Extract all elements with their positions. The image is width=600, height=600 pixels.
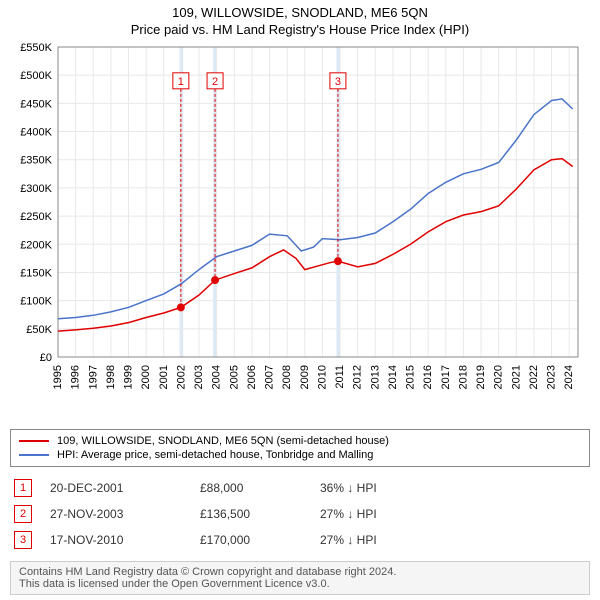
svg-text:£550K: £550K: [20, 43, 52, 54]
svg-text:2010: 2010: [316, 365, 328, 389]
svg-text:1995: 1995: [52, 365, 64, 389]
svg-text:£0: £0: [40, 352, 52, 364]
legend-label: HPI: Average price, semi-detached house,…: [57, 449, 373, 461]
svg-text:2019: 2019: [475, 365, 487, 389]
svg-text:2021: 2021: [510, 365, 522, 389]
svg-text:2002: 2002: [175, 365, 187, 389]
price-chart: £0 £50K £100K £150K £200K £250K £300K £350K £400…: [10, 43, 590, 423]
events-table: 1 20-DEC-2001£88,00036% ↓ HPI 2 27-NOV-2003…: [10, 475, 590, 553]
svg-text:£250K: £250K: [20, 211, 52, 223]
chart-title-subtitle: Price paid vs. HM Land Registry's House …: [10, 22, 590, 37]
event-row: 1 20-DEC-2001£88,00036% ↓ HPI: [10, 475, 590, 501]
svg-text:2001: 2001: [158, 365, 170, 389]
svg-text:2014: 2014: [387, 365, 399, 389]
svg-text:2024: 2024: [563, 365, 575, 389]
svg-text:2008: 2008: [281, 365, 293, 389]
legend-item: HPI: Average price, semi-detached house,…: [19, 448, 581, 462]
svg-text:2013: 2013: [369, 365, 381, 389]
svg-text:2020: 2020: [493, 365, 505, 389]
event-row: 2 27-NOV-2003£136,50027% ↓ HPI: [10, 501, 590, 527]
event-marker: 3: [14, 531, 32, 549]
event-date: 27-NOV-2003: [50, 507, 200, 521]
event-price: £136,500: [200, 507, 320, 521]
chart-title-address: 109, WILLOWSIDE, SNODLAND, ME6 5QN: [10, 5, 590, 20]
svg-text:1996: 1996: [70, 365, 82, 389]
svg-text:1: 1: [178, 76, 184, 88]
svg-text:£150K: £150K: [20, 267, 52, 279]
svg-text:2009: 2009: [299, 365, 311, 389]
svg-text:1999: 1999: [123, 365, 135, 389]
svg-text:2: 2: [212, 76, 218, 88]
event-pct: 36% ↓ HPI: [320, 481, 440, 495]
svg-text:2017: 2017: [440, 365, 452, 389]
svg-text:2022: 2022: [528, 365, 540, 389]
svg-text:2011: 2011: [334, 365, 346, 389]
event-date: 20-DEC-2001: [50, 481, 200, 495]
event-marker: 2: [14, 505, 32, 523]
svg-text:2015: 2015: [405, 365, 417, 389]
svg-text:£300K: £300K: [20, 183, 52, 195]
svg-text:£350K: £350K: [20, 155, 52, 167]
footer-line-2: This data is licensed under the Open Gov…: [19, 578, 581, 590]
event-marker: 1: [14, 479, 32, 497]
svg-text:1998: 1998: [105, 365, 117, 389]
event-row: 3 17-NOV-2010£170,00027% ↓ HPI: [10, 527, 590, 553]
svg-text:£50K: £50K: [26, 324, 52, 336]
svg-text:2005: 2005: [228, 365, 240, 389]
svg-text:2012: 2012: [352, 365, 364, 389]
svg-text:£100K: £100K: [20, 296, 52, 308]
svg-text:2003: 2003: [193, 365, 205, 389]
svg-text:2007: 2007: [264, 365, 276, 389]
svg-text:£200K: £200K: [20, 239, 52, 251]
footer-line-1: Contains HM Land Registry data © Crown c…: [19, 566, 581, 578]
legend-swatch: [19, 440, 49, 442]
svg-text:3: 3: [335, 76, 341, 88]
svg-text:£450K: £450K: [20, 98, 52, 110]
event-pct: 27% ↓ HPI: [320, 533, 440, 547]
svg-text:2004: 2004: [211, 365, 223, 389]
svg-text:2018: 2018: [457, 365, 469, 389]
svg-text:2000: 2000: [140, 365, 152, 389]
event-price: £88,000: [200, 481, 320, 495]
legend-label: 109, WILLOWSIDE, SNODLAND, ME6 5QN (semi…: [57, 435, 389, 447]
legend-swatch: [19, 454, 49, 456]
svg-text:2023: 2023: [546, 365, 558, 389]
svg-text:£500K: £500K: [20, 70, 52, 82]
legend-item: 109, WILLOWSIDE, SNODLAND, ME6 5QN (semi…: [19, 434, 581, 448]
svg-text:1997: 1997: [87, 365, 99, 389]
svg-text:2016: 2016: [422, 365, 434, 389]
svg-text:£400K: £400K: [20, 127, 52, 139]
svg-text:2006: 2006: [246, 365, 258, 389]
event-price: £170,000: [200, 533, 320, 547]
event-pct: 27% ↓ HPI: [320, 507, 440, 521]
legend: 109, WILLOWSIDE, SNODLAND, ME6 5QN (semi…: [10, 429, 590, 467]
event-date: 17-NOV-2010: [50, 533, 200, 547]
